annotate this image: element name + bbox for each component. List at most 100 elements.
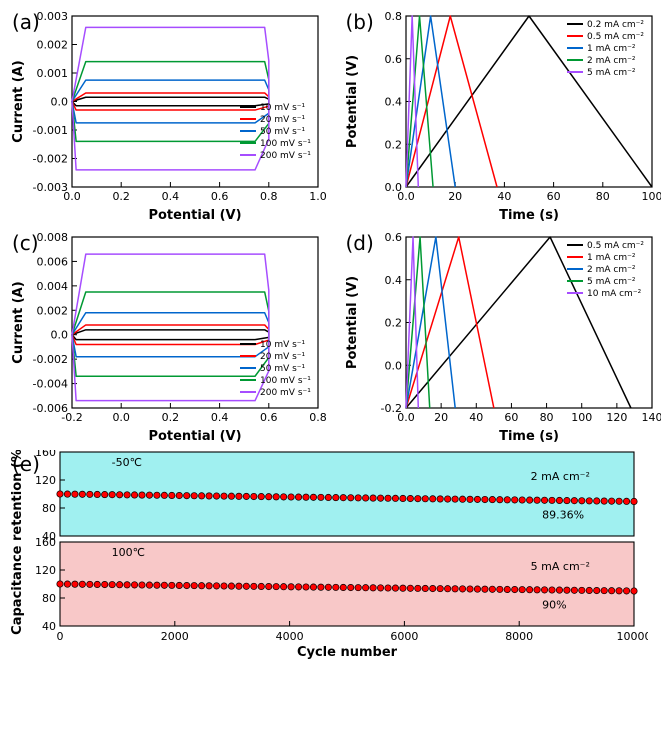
svg-text:100 mV s⁻¹: 100 mV s⁻¹: [260, 139, 311, 149]
svg-text:Current (A): Current (A): [11, 281, 26, 363]
svg-text:-0.2: -0.2: [380, 402, 401, 415]
svg-text:60: 60: [504, 411, 518, 424]
svg-text:4000: 4000: [276, 630, 304, 643]
svg-text:0.5 mA cm⁻²: 0.5 mA cm⁻²: [587, 241, 644, 251]
svg-text:200 mV s⁻¹: 200 mV s⁻¹: [260, 151, 311, 161]
svg-text:0.002: 0.002: [37, 304, 69, 317]
svg-text:80: 80: [595, 190, 609, 203]
svg-text:0.8: 0.8: [309, 411, 327, 424]
svg-text:100: 100: [571, 411, 592, 424]
svg-text:5 mA cm⁻²: 5 mA cm⁻²: [587, 68, 636, 78]
svg-text:10000: 10000: [617, 630, 649, 643]
svg-text:10 mA cm⁻²: 10 mA cm⁻²: [587, 289, 642, 299]
svg-text:0.0: 0.0: [51, 96, 69, 109]
svg-text:Potential (V): Potential (V): [148, 429, 241, 444]
svg-text:89.36%: 89.36%: [542, 509, 584, 522]
svg-text:90%: 90%: [542, 599, 566, 612]
svg-text:20: 20: [448, 190, 462, 203]
svg-text:0.004: 0.004: [37, 280, 69, 293]
svg-text:Cycle number: Cycle number: [297, 645, 398, 660]
svg-text:0.8: 0.8: [384, 10, 402, 23]
panel-label-a: (a): [12, 10, 40, 34]
svg-text:10 mV s⁻¹: 10 mV s⁻¹: [260, 340, 306, 350]
panel-label-c: (c): [12, 231, 39, 255]
svg-text:-0.006: -0.006: [33, 402, 68, 415]
svg-text:20 mV s⁻¹: 20 mV s⁻¹: [260, 352, 306, 362]
panel-d: (d)0.020406080100120140-0.20.00.20.40.6T…: [342, 229, 661, 444]
svg-text:50 mV s⁻¹: 50 mV s⁻¹: [260, 127, 306, 137]
svg-text:10 mV s⁻¹: 10 mV s⁻¹: [260, 103, 306, 113]
svg-text:140: 140: [641, 411, 661, 424]
svg-text:100℃: 100℃: [112, 546, 145, 559]
svg-text:40: 40: [42, 620, 56, 633]
svg-text:0.4: 0.4: [384, 96, 402, 109]
svg-text:80: 80: [42, 502, 56, 515]
svg-text:2 mA cm⁻²: 2 mA cm⁻²: [587, 265, 636, 275]
svg-text:Current (A): Current (A): [11, 60, 26, 142]
svg-text:80: 80: [539, 411, 553, 424]
svg-text:60: 60: [546, 190, 560, 203]
svg-text:0.002: 0.002: [37, 39, 69, 52]
svg-text:0.0: 0.0: [112, 411, 130, 424]
svg-text:0.0: 0.0: [384, 359, 402, 372]
svg-text:120: 120: [35, 564, 56, 577]
svg-text:0.2: 0.2: [384, 317, 402, 330]
svg-text:0.6: 0.6: [260, 411, 278, 424]
svg-text:Time (s): Time (s): [499, 208, 559, 223]
svg-text:-50℃: -50℃: [112, 456, 142, 469]
svg-text:-0.002: -0.002: [33, 153, 68, 166]
svg-text:Time (s): Time (s): [499, 429, 559, 444]
svg-text:120: 120: [606, 411, 627, 424]
svg-text:40: 40: [469, 411, 483, 424]
svg-text:1.0: 1.0: [309, 190, 327, 203]
svg-text:80: 80: [42, 592, 56, 605]
panel-label-e: (e): [12, 452, 40, 476]
panel-c: (c)-0.20.00.20.40.60.8-0.006-0.004-0.002…: [8, 229, 336, 444]
svg-text:2000: 2000: [161, 630, 189, 643]
panel-label-b: (b): [346, 10, 374, 34]
panel-e: (e)Capacitance retention (%) 40 80 120 160 -5…: [8, 450, 661, 660]
svg-text:20 mV s⁻¹: 20 mV s⁻¹: [260, 115, 306, 125]
svg-text:0.6: 0.6: [384, 231, 402, 244]
svg-text:Potential (V): Potential (V): [148, 208, 241, 223]
panel-label-d: (d): [346, 231, 374, 255]
svg-text:0.2: 0.2: [112, 190, 130, 203]
svg-text:200 mV s⁻¹: 200 mV s⁻¹: [260, 388, 311, 398]
svg-text:0.003: 0.003: [37, 10, 69, 23]
svg-text:2 mA cm⁻²: 2 mA cm⁻²: [531, 470, 590, 483]
svg-text:6000: 6000: [390, 630, 418, 643]
svg-text:0.2: 0.2: [384, 138, 402, 151]
svg-text:Potential (V): Potential (V): [345, 276, 360, 369]
panel-b: (b)0.0204060801000.00.20.40.60.8Time (s)…: [342, 8, 661, 223]
svg-text:0.6: 0.6: [384, 53, 402, 66]
svg-text:0.4: 0.4: [162, 190, 180, 203]
svg-text:0.0: 0.0: [384, 181, 402, 194]
svg-text:0: 0: [57, 630, 64, 643]
svg-text:100: 100: [641, 190, 661, 203]
svg-text:0.0: 0.0: [51, 329, 69, 342]
svg-text:0.2: 0.2: [162, 411, 180, 424]
svg-text:0.8: 0.8: [260, 190, 278, 203]
svg-text:1 mA cm⁻²: 1 mA cm⁻²: [587, 253, 636, 263]
svg-text:5 mA cm⁻²: 5 mA cm⁻²: [531, 560, 590, 573]
svg-text:0.008: 0.008: [37, 231, 69, 244]
svg-text:Potential (V): Potential (V): [345, 55, 360, 148]
svg-text:1 mA cm⁻²: 1 mA cm⁻²: [587, 44, 636, 54]
svg-text:20: 20: [434, 411, 448, 424]
svg-text:0.4: 0.4: [384, 274, 402, 287]
svg-text:0.2 mA cm⁻²: 0.2 mA cm⁻²: [587, 20, 644, 30]
svg-text:-0.002: -0.002: [33, 353, 68, 366]
panel-a: (a) 0.0 0.2 0.4 0.6 0.8 1.0 -0.003 -0.002 -0.001 0…: [8, 8, 336, 223]
svg-text:0.001: 0.001: [37, 67, 69, 80]
svg-text:0.006: 0.006: [37, 255, 69, 268]
svg-text:50 mV s⁻¹: 50 mV s⁻¹: [260, 364, 306, 374]
svg-text:2 mA cm⁻²: 2 mA cm⁻²: [587, 56, 636, 66]
svg-text:0.5 mA cm⁻²: 0.5 mA cm⁻²: [587, 32, 644, 42]
svg-text:-0.001: -0.001: [33, 124, 68, 137]
svg-text:8000: 8000: [505, 630, 533, 643]
svg-text:0.6: 0.6: [211, 190, 229, 203]
svg-text:40: 40: [497, 190, 511, 203]
svg-text:-0.003: -0.003: [33, 181, 68, 194]
svg-text:160: 160: [35, 536, 56, 549]
svg-text:Capacitance retention (%): Capacitance retention (%): [10, 450, 25, 635]
